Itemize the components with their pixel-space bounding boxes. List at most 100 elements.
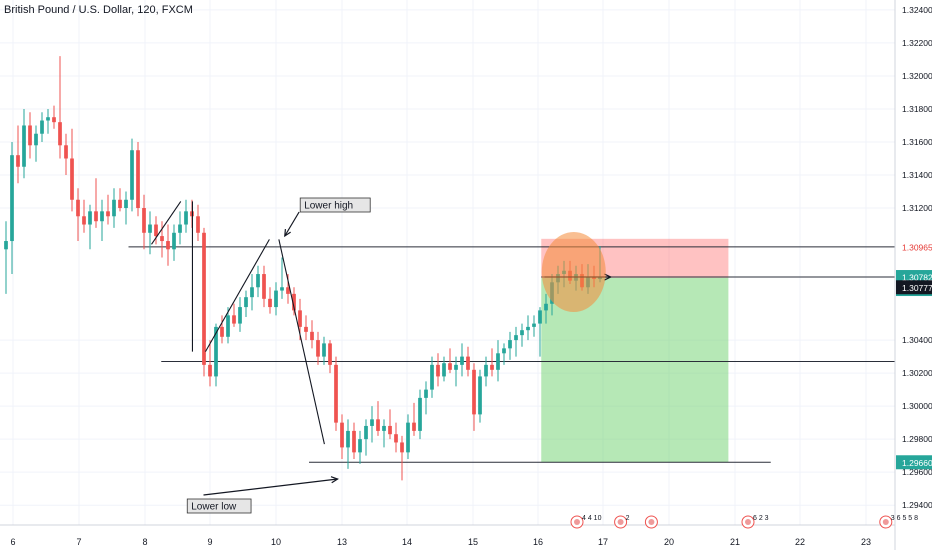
candle xyxy=(40,112,44,142)
candle xyxy=(46,108,50,134)
candle-body xyxy=(214,326,218,377)
event-markers[interactable]: 4 4 10 2 6 2 3 3 6 5 5 8 xyxy=(570,515,918,529)
y-tick-label: 1.30200 xyxy=(902,368,932,378)
lower-high-arrow xyxy=(284,211,300,238)
candle xyxy=(358,430,362,464)
candle xyxy=(370,406,374,443)
target-price-tag-bg xyxy=(896,455,932,470)
candle xyxy=(442,356,446,382)
lower-low-arrow-shaft xyxy=(203,478,338,496)
y-tick-label: 1.29600 xyxy=(902,467,932,477)
event-icon-inner xyxy=(617,519,624,525)
candle-body xyxy=(232,315,236,324)
candle-body xyxy=(442,363,446,377)
candle-body xyxy=(256,274,260,288)
candle-body xyxy=(220,326,224,337)
y-tick-label: 1.32000 xyxy=(902,71,932,81)
candle xyxy=(82,199,86,233)
y-tick-label: 1.32200 xyxy=(902,38,932,48)
candle-body xyxy=(490,364,494,370)
drawings: Lower high Lower low xyxy=(151,197,613,514)
candle-body xyxy=(274,290,278,308)
candle xyxy=(340,414,344,459)
y-tick-label: 1.31800 xyxy=(902,104,932,114)
candle xyxy=(304,315,308,341)
candle xyxy=(100,199,104,242)
lower-low-label-box xyxy=(186,498,252,514)
candle-body xyxy=(508,340,512,349)
event-marker[interactable] xyxy=(644,515,658,529)
candle-body xyxy=(340,422,344,448)
x-tick-label: 21 xyxy=(730,537,740,547)
candle xyxy=(220,315,224,344)
candle-body xyxy=(544,303,548,311)
candle xyxy=(532,315,536,337)
x-tick-label: 7 xyxy=(76,537,81,547)
lower-high-label: Lower high xyxy=(299,197,371,213)
candle-body xyxy=(346,430,350,448)
lower-low-label-text: Lower low xyxy=(191,502,237,513)
candle xyxy=(124,191,128,225)
candle-body xyxy=(430,364,434,390)
candle-body xyxy=(322,343,326,357)
highlight-circle xyxy=(541,232,606,312)
event-marker[interactable]: 4 4 10 xyxy=(570,515,602,529)
event-marker[interactable]: 6 2 3 xyxy=(741,515,769,529)
event-icon-inner xyxy=(574,519,580,525)
candle-body xyxy=(358,439,362,453)
candle-body xyxy=(244,297,248,308)
event-marker[interactable]: 2 xyxy=(614,515,630,529)
y-tick-label: 1.31400 xyxy=(902,170,932,180)
candle-body xyxy=(94,211,98,222)
candle xyxy=(544,293,548,324)
candle xyxy=(382,419,386,448)
candle-body xyxy=(22,125,26,167)
candle xyxy=(172,224,176,261)
candle xyxy=(28,112,32,159)
candle xyxy=(178,211,182,245)
candle-body xyxy=(46,117,50,121)
candle xyxy=(316,331,320,365)
candle-body xyxy=(286,287,290,294)
lower-high-label-text: Lower high xyxy=(304,201,353,212)
candle xyxy=(418,389,422,440)
event-count: 2 xyxy=(626,515,630,522)
candle-body xyxy=(64,145,68,159)
candle-body xyxy=(382,425,386,431)
y-tick-label: 1.30400 xyxy=(902,335,932,345)
lower-low-arrow-head xyxy=(330,476,339,484)
candle xyxy=(232,303,236,327)
candle-body xyxy=(82,216,86,225)
candle xyxy=(106,194,110,225)
candle-body xyxy=(310,331,314,341)
candle-body xyxy=(106,211,110,217)
candle-body xyxy=(448,363,452,370)
entry-price-tag-text: 1.30777 xyxy=(902,283,932,293)
candle xyxy=(76,188,80,242)
event-count: 4 4 10 xyxy=(582,515,602,522)
x-tick-label: 17 xyxy=(598,537,608,547)
y-tick-label: 1.31600 xyxy=(902,137,932,147)
candle xyxy=(112,188,116,228)
candle-body xyxy=(166,241,170,250)
event-marker[interactable]: 3 6 5 5 8 xyxy=(879,515,918,529)
rising-trend-line xyxy=(204,239,270,352)
candle xyxy=(208,340,212,387)
candle-body xyxy=(202,232,206,365)
candle-body xyxy=(472,369,476,415)
x-tick-label: 10 xyxy=(271,537,281,547)
candle xyxy=(322,336,326,365)
candle-body xyxy=(502,348,506,354)
candle xyxy=(94,178,98,228)
stop-price-tag: 1.30965 xyxy=(896,239,932,254)
x-tick-label: 15 xyxy=(468,537,478,547)
candle-body xyxy=(184,211,188,225)
candle xyxy=(454,356,458,387)
candle-body xyxy=(4,241,8,250)
x-tick-label: 9 xyxy=(207,537,212,547)
y-tick-label: 1.32400 xyxy=(902,5,932,15)
candle xyxy=(310,320,314,349)
event-count: 3 6 5 5 8 xyxy=(891,515,918,522)
